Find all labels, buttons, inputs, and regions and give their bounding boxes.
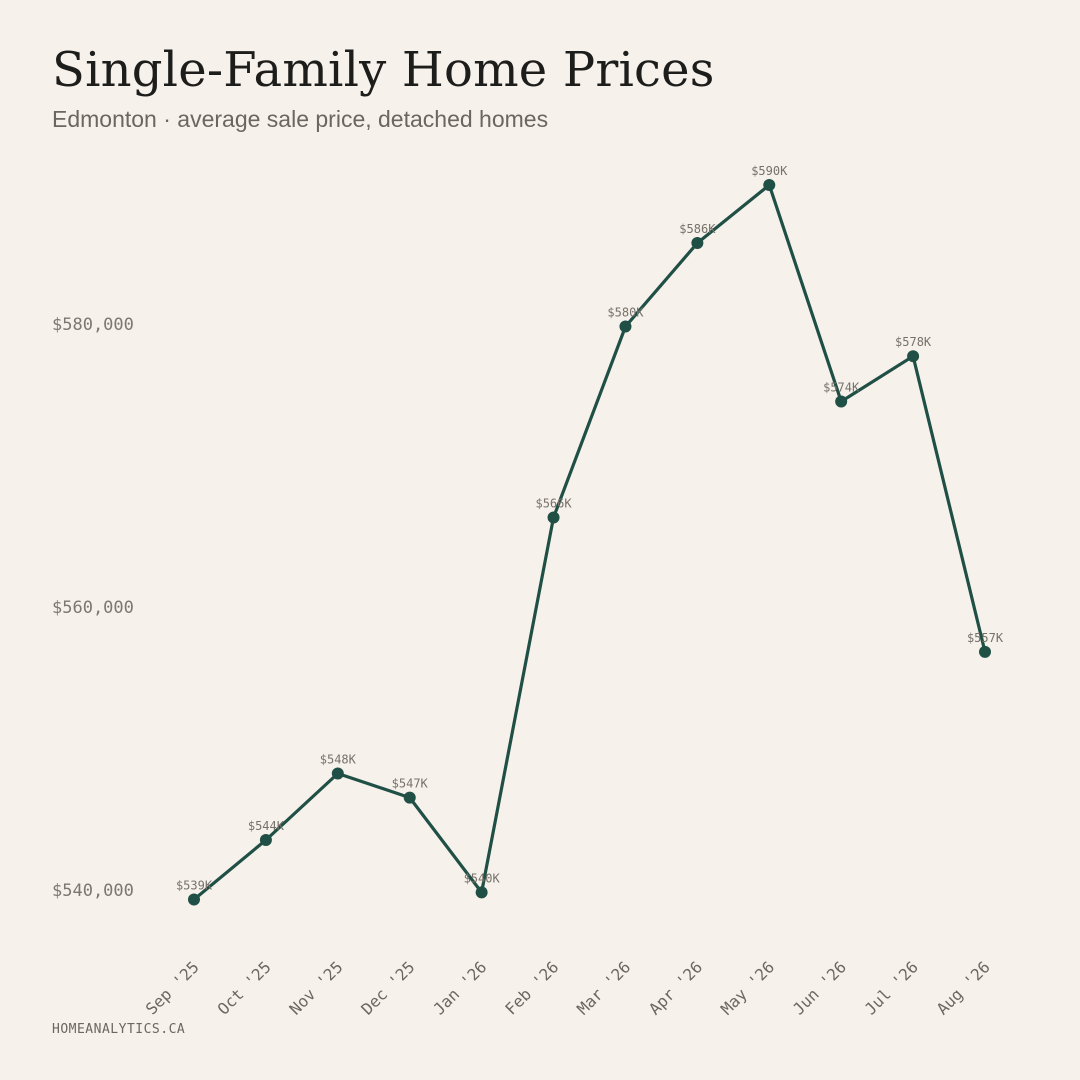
series-line xyxy=(192,183,987,902)
x-tick-label: Jul '26 xyxy=(861,957,922,1018)
x-tick-label: Jun '26 xyxy=(789,957,850,1018)
x-tick-label: May '26 xyxy=(717,957,778,1018)
y-axis: $540,000 $560,000 $580,000 xyxy=(52,315,134,901)
x-tick-label: Feb '26 xyxy=(501,957,562,1018)
x-tick-label: Apr '26 xyxy=(645,957,706,1018)
data-label: $544K xyxy=(248,819,285,833)
x-tick-label: Aug '26 xyxy=(933,957,994,1018)
data-label: $578K xyxy=(895,335,932,349)
data-point xyxy=(835,395,848,408)
x-tick-label: Sep '25 xyxy=(142,957,203,1018)
data-label: $586K xyxy=(679,222,716,236)
chart-title: Single-Family Home Prices xyxy=(52,42,715,98)
y-tick-label: $560,000 xyxy=(52,598,134,618)
data-point xyxy=(188,893,200,906)
y-tick-label: $540,000 xyxy=(52,881,134,901)
data-label: $539K xyxy=(176,878,213,892)
data-label: $566K xyxy=(535,496,572,510)
data-point xyxy=(907,350,920,363)
x-tick-label: Mar '26 xyxy=(573,957,634,1018)
x-axis: Sep '25 Oct '25 Nov '25 Dec '25 Jan '26 Feb '… xyxy=(142,957,994,1018)
data-point xyxy=(475,886,488,899)
data-point xyxy=(403,791,416,804)
x-tick-label: Dec '25 xyxy=(357,957,418,1018)
data-point xyxy=(619,320,632,333)
data-label: $590K xyxy=(751,164,788,178)
data-point xyxy=(979,645,991,658)
x-tick-label: Jan '26 xyxy=(429,957,490,1018)
data-label: $574K xyxy=(823,380,860,394)
data-label: $547K xyxy=(392,777,429,791)
data-label: $580K xyxy=(607,305,644,319)
series-group: $539K $544K $548K $547K $540K $566K $580K $586K… xyxy=(176,164,1004,906)
y-tick-label: $580,000 xyxy=(52,315,134,335)
source-credit: HOMEANALYTICS.CA xyxy=(52,1022,186,1037)
data-point xyxy=(691,237,704,250)
data-point xyxy=(763,179,776,192)
data-label: $540K xyxy=(464,871,501,885)
data-label: $557K xyxy=(967,631,1004,645)
data-label: $548K xyxy=(320,753,357,767)
data-point xyxy=(331,767,344,780)
data-point xyxy=(259,834,272,847)
x-tick-label: Nov '25 xyxy=(286,957,347,1018)
x-tick-label: Oct '25 xyxy=(214,957,275,1018)
data-point xyxy=(547,511,560,524)
chart-subtitle: Edmonton · average sale price, detached … xyxy=(52,106,549,132)
